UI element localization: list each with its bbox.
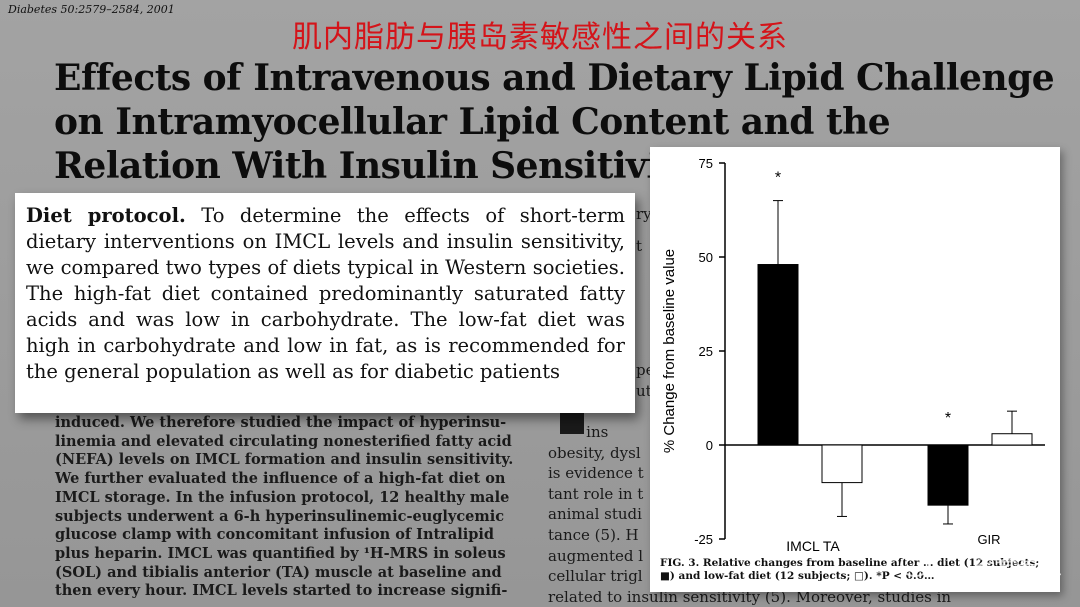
significance-marker: * (775, 170, 781, 187)
y-axis-label: % Change from baseline value (661, 249, 678, 453)
chinese-title: 肌内脂肪与胰岛素敏感性之间的关系 (292, 20, 788, 55)
paper-body-left-column: induced. We therefore studied the impact… (55, 414, 514, 600)
bar-imcl-ta-s0 (757, 264, 799, 446)
figure-caption: FIG. 3. Relative changes from baseline a… (660, 557, 1040, 582)
paper-body-right-column: ins obesity, dysl is evidence t tant rol… (548, 423, 952, 606)
watermark: 药食养生 (973, 555, 1062, 580)
diet-protocol-callout: Diet protocol. To determine the effects … (15, 193, 635, 413)
y-tick-label: 50 (699, 250, 713, 265)
paper-body-fragment: pe ut (636, 361, 655, 400)
y-tick-label: -25 (694, 532, 713, 547)
journal-citation: Diabetes 50:2579–2584, 2001 (8, 3, 175, 16)
callout-lead: Diet protocol. (26, 204, 186, 227)
bar-chart: 75 50 25 0 -25 % Change from baseline value * *… (661, 156, 1045, 554)
bar-gir-s0 (927, 444, 969, 506)
y-tick-label: 25 (699, 344, 713, 359)
y-tick-label: 0 (706, 438, 713, 453)
paper-body-fragment: t (636, 237, 643, 255)
bar-gir-s1 (991, 433, 1033, 446)
x-tick-label: GIR (977, 532, 1000, 547)
bar-imcl-ta-s1 (821, 444, 863, 484)
callout-body: To determine the effects of short-term d… (26, 204, 625, 383)
wechat-icon (900, 553, 930, 577)
significance-marker: * (945, 410, 951, 427)
x-tick-label: IMCL TA (786, 538, 840, 554)
figure-panel: 75 50 25 0 -25 % Change from baseline value * *… (650, 147, 1060, 592)
y-tick-label: 75 (699, 156, 713, 171)
paper-body-fragment: ry (636, 205, 652, 223)
